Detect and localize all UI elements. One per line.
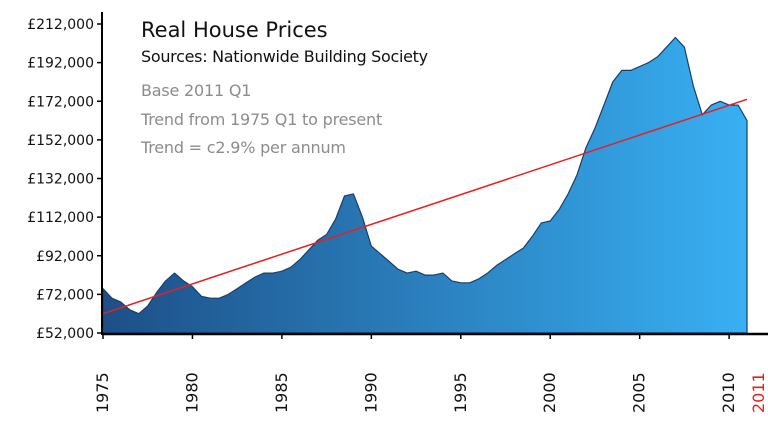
x-tick-label: 1985 [272,372,291,413]
x-tick-label: 2010 [719,372,738,413]
y-tick-label: £92,000 [36,249,94,265]
x-tick-label: 1990 [361,372,380,413]
x-tick-label: 2011 [749,372,768,413]
x-tick-label: 2005 [630,372,649,413]
y-tick-label: £192,000 [27,56,94,72]
x-tick-label: 1980 [182,372,201,413]
x-tick-label: 1995 [451,372,470,413]
chart-title: Real House Prices [141,18,328,42]
trend-line [102,98,748,315]
y-tick-label: £212,000 [27,17,94,33]
y-tick-label: £52,000 [36,326,94,342]
y-tick-label: £132,000 [27,172,94,188]
chart-subtitle: Sources: Nationwide Building Society [141,47,428,66]
annotation-trend-rate: Trend = c2.9% per annum [141,138,346,157]
y-tick-label: £72,000 [36,287,94,303]
x-tick-label: 1975 [93,372,112,413]
y-tick-label: £152,000 [27,133,94,149]
y-tick-label: £172,000 [27,94,94,110]
x-tick-label: 2000 [540,372,559,413]
y-tick-label: £112,000 [27,210,94,226]
annotation-trend-range: Trend from 1975 Q1 to present [141,110,383,129]
house-price-area [102,36,748,334]
annotation-base: Base 2011 Q1 [141,81,252,100]
